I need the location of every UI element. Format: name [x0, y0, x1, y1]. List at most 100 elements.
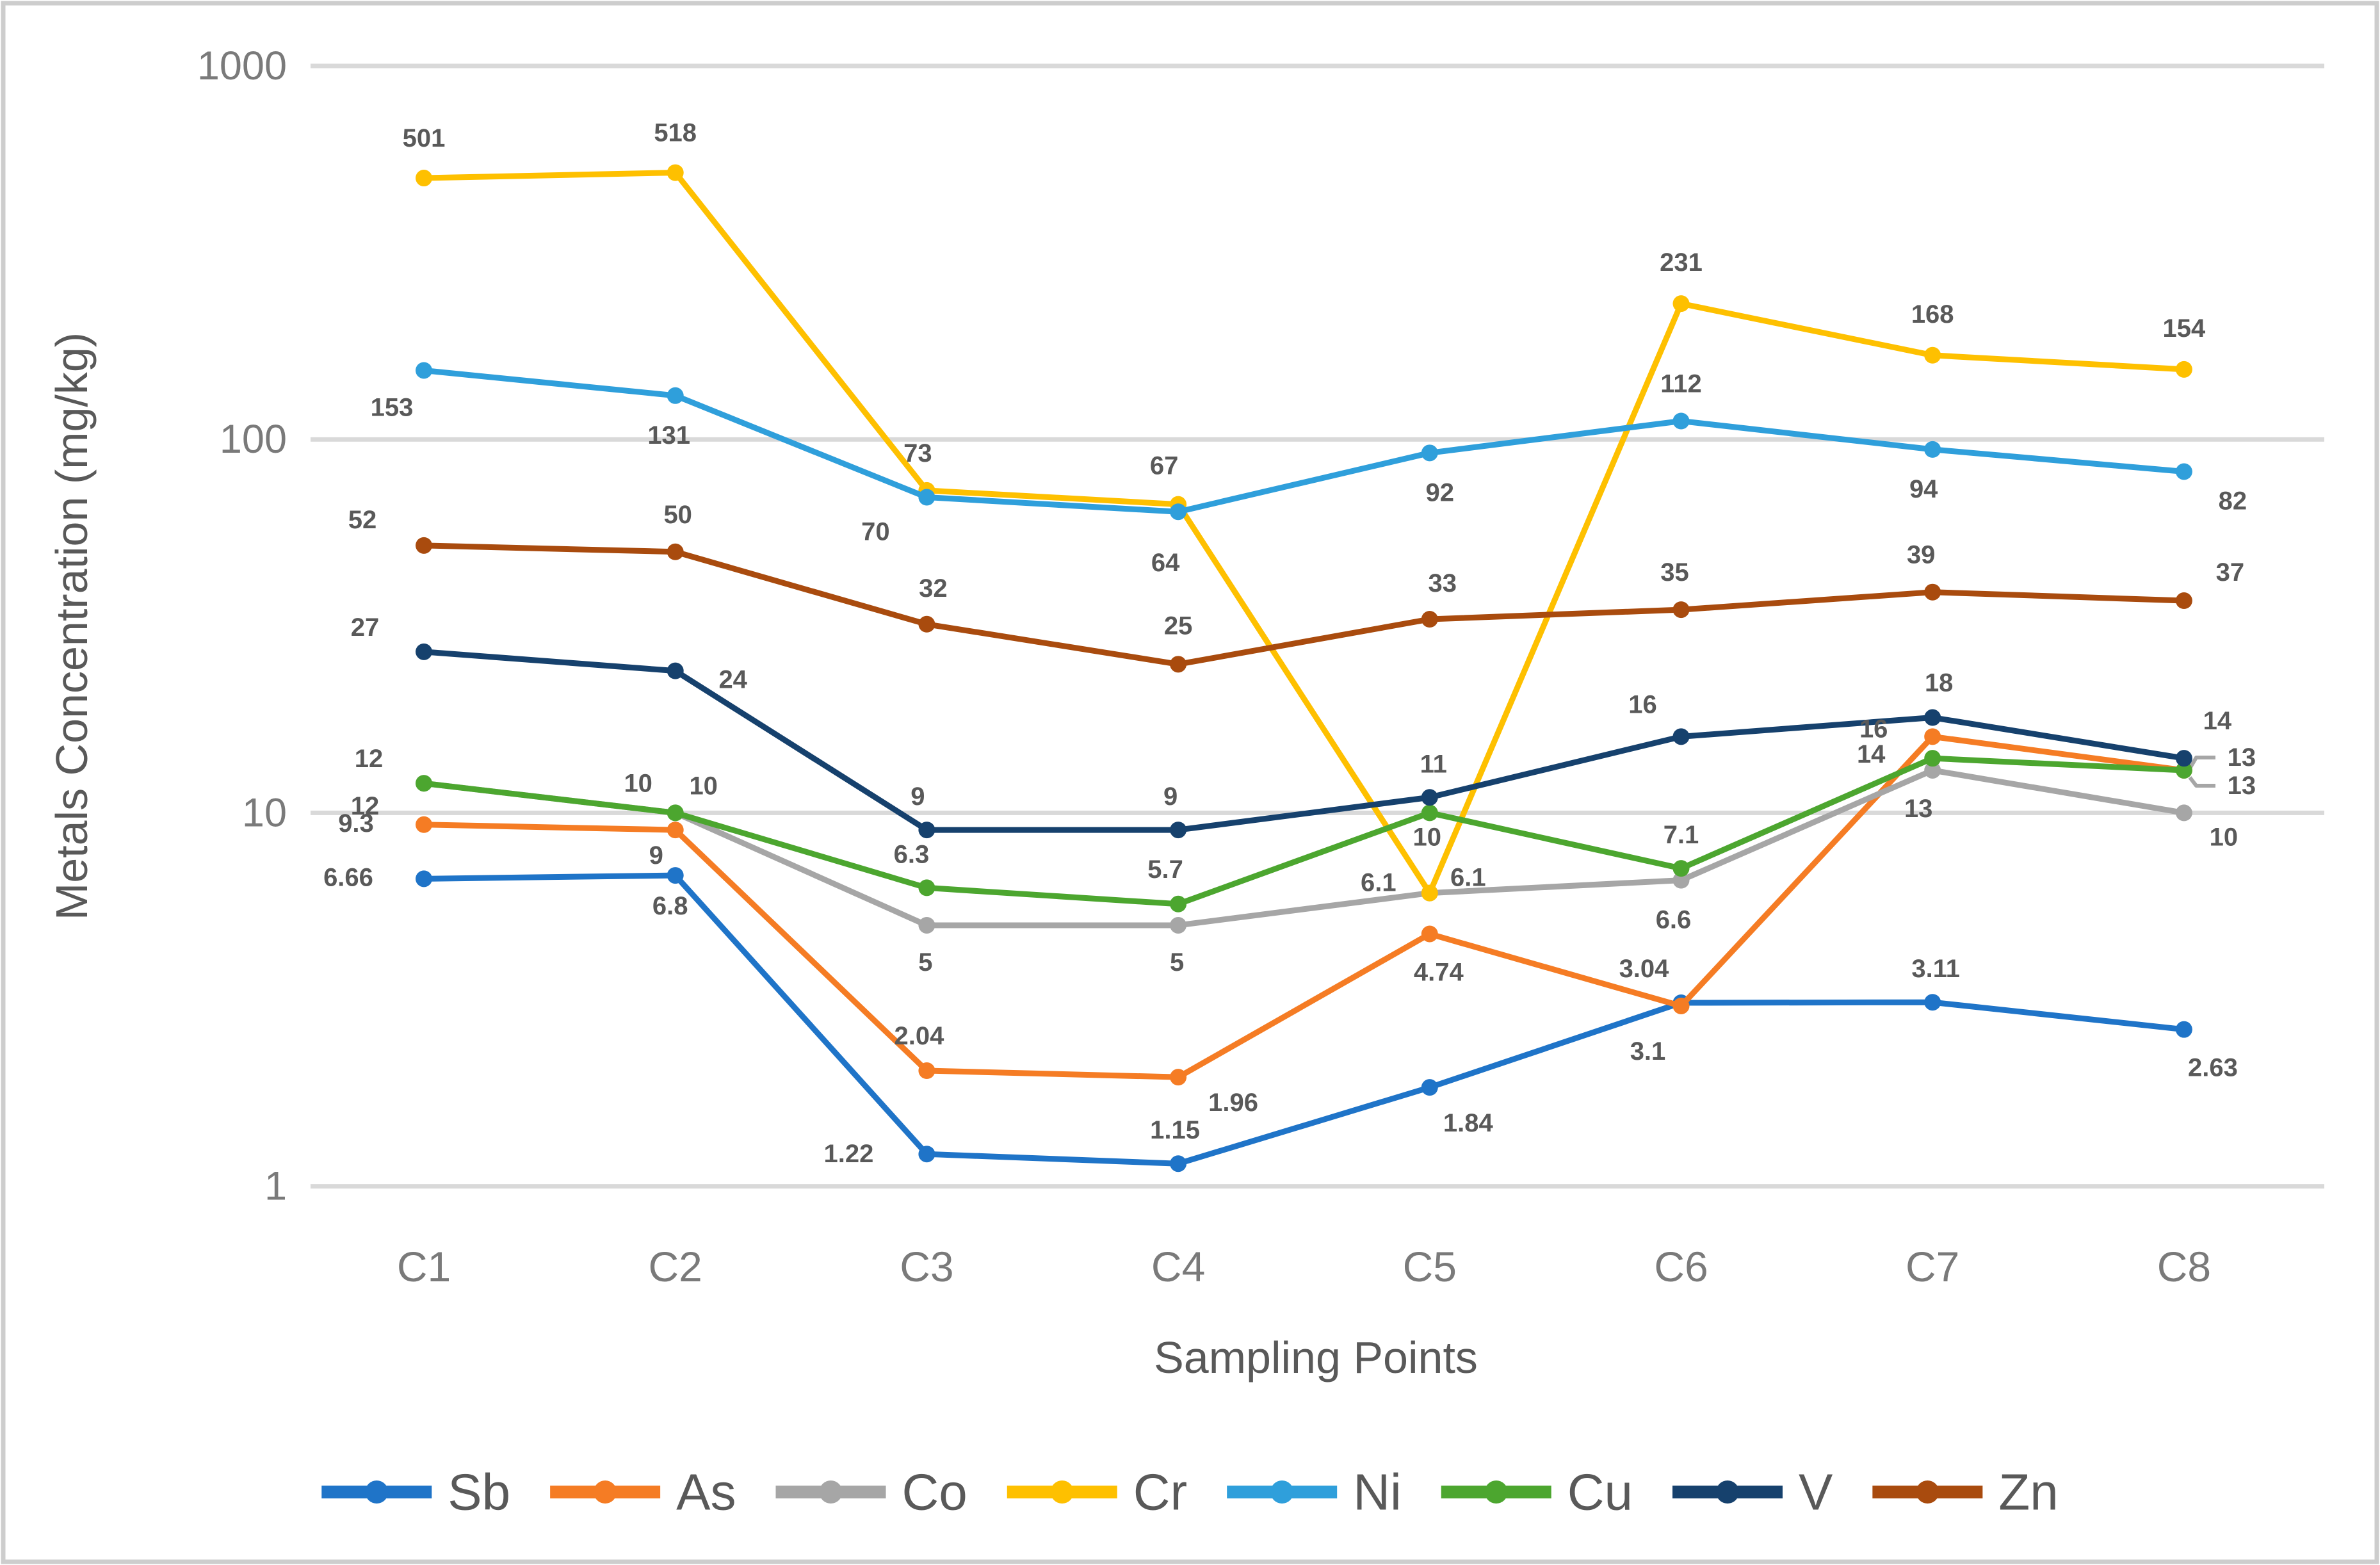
legend-item-Cr: Cr [1007, 1464, 1187, 1521]
legend-item-As: As [550, 1464, 736, 1521]
y-tick-label: 1 [264, 1164, 287, 1209]
callout-leader-line [2188, 776, 2215, 788]
data-point-Cr-C8 [2175, 361, 2192, 378]
data-point-Cu-C5 [1421, 804, 1438, 822]
legend-label: As [676, 1464, 736, 1521]
data-point-Sb-C8 [2175, 1021, 2192, 1038]
data-point-Cu-C2 [667, 804, 684, 822]
data-point-V-C1 [416, 643, 432, 660]
data-point-Cr-C7 [1924, 346, 1941, 364]
data-point-V-C3 [918, 822, 935, 839]
data-label-V-C8: 14 [2203, 707, 2232, 735]
y-tick-label: 100 [220, 417, 287, 462]
data-label-Co-C8: 10 [2210, 823, 2238, 851]
data-label-V-C5: 11 [1420, 750, 1447, 778]
data-label-Cr-C8: 154 [2163, 314, 2206, 343]
data-point-V-C4 [1170, 822, 1187, 839]
data-label-As-C7: 16 [1859, 715, 1888, 743]
legend-marker-dot [1484, 1480, 1508, 1504]
data-label-Cu-C4: 5.7 [1147, 855, 1183, 884]
data-label-Ni-C7: 94 [1909, 475, 1938, 503]
data-label-Sb-C6: 3.1 [1630, 1037, 1666, 1066]
data-label-Ni-C3: 70 [861, 518, 890, 546]
x-category-label: C6 [1654, 1243, 1708, 1290]
x-category-label: C1 [397, 1243, 451, 1290]
data-point-Co-C8 [2175, 804, 2192, 822]
data-label-Co-C2: 10 [689, 772, 718, 800]
x-category-labels: C1 C2 C3 C4 C5 C6 C7 C8 [397, 1243, 2211, 1290]
legend-label: Zn [1998, 1464, 2058, 1521]
legend-marker-dot [1050, 1480, 1074, 1504]
legend-marker-dot [594, 1480, 617, 1504]
data-point-Ni-C8 [2175, 463, 2192, 480]
data-point-Zn-C4 [1170, 656, 1187, 673]
gridlines [311, 63, 2324, 1189]
data-point-Zn-C1 [416, 537, 432, 554]
data-label-Cu-C7: 14 [1857, 740, 1886, 768]
legend-label: Ni [1353, 1464, 1402, 1521]
data-label-As-C5: 4.74 [1414, 958, 1464, 986]
callout-leader-line [2188, 756, 2215, 770]
legend-label: Cu [1567, 1464, 1633, 1521]
data-label-Zn-C2: 50 [663, 501, 692, 529]
data-label-Cr-C3: 73 [903, 439, 932, 467]
data-label-Ni-C6: 112 [1660, 369, 1702, 398]
data-label-Sb-C2: 6.8 [652, 892, 688, 920]
data-label-Co-C5: 6.1 [1361, 869, 1396, 897]
data-label-As-C1: 9.3 [338, 809, 374, 838]
data-point-Co-C7 [1924, 761, 1941, 779]
data-labels: 6.66 6.8 1.22 1.15 1.84 3.1 3.11 2.63 9.3 9 2.04 1.… [323, 119, 2256, 1169]
x-category-label: C5 [1403, 1243, 1457, 1290]
data-label-Sb-C5: 1.84 [1443, 1109, 1494, 1137]
data-point-V-C7 [1924, 709, 1941, 726]
data-point-V-C5 [1421, 789, 1438, 806]
data-point-Ni-C5 [1421, 444, 1438, 462]
data-label-Zn-C6: 35 [1660, 558, 1689, 587]
data-point-Sb-C5 [1421, 1079, 1438, 1096]
data-label-Co-C4: 5 [1170, 948, 1184, 977]
data-label-Zn-C3: 32 [919, 574, 948, 603]
data-point-As-C7 [1924, 728, 1941, 745]
legend-item-Zn: Zn [1872, 1464, 2059, 1521]
x-category-label: C8 [2157, 1243, 2211, 1290]
series-group [416, 164, 2192, 1172]
data-point-As-C5 [1421, 925, 1438, 943]
data-label-V-C2: 24 [718, 666, 747, 694]
data-label-Cr-C4: 67 [1150, 452, 1179, 480]
data-point-Cr-C1 [416, 170, 432, 187]
data-label-Sb-C7: 3.11 [1911, 955, 1960, 983]
data-label-Ni-C5: 92 [1426, 478, 1455, 507]
series-line-As [421, 733, 2187, 1080]
data-point-As-C2 [667, 822, 684, 839]
legend-marker-dot [1716, 1480, 1739, 1504]
data-label-Cu-C5: 10 [1413, 823, 1442, 851]
data-label-Co-C7: 13 [1904, 795, 1933, 823]
data-point-Zn-C8 [2175, 592, 2192, 610]
data-label-Sb-C1: 6.66 [323, 863, 373, 891]
data-point-Ni-C2 [667, 387, 684, 404]
data-label-Zn-C4: 25 [1164, 612, 1193, 640]
data-label-Sb-C4: 1.15 [1150, 1116, 1200, 1144]
series-line-Cr [421, 170, 2187, 896]
data-label-V-C6: 16 [1628, 690, 1657, 718]
data-label-Cu-C2: 10 [624, 769, 652, 797]
data-point-Cu-C7 [1924, 750, 1941, 767]
legend-marker-dot [1916, 1480, 1939, 1504]
data-label-Cu-C8: 13 [2228, 772, 2256, 800]
data-label-Zn-C7: 39 [1907, 541, 1936, 569]
series-line-Sb [421, 872, 2187, 1167]
data-point-Zn-C7 [1924, 583, 1941, 601]
series-line-V [421, 649, 2187, 833]
legend: Sb As Co Cr Ni Cu V Zn [321, 1464, 2059, 1521]
legend-label: Sb [448, 1464, 510, 1521]
data-label-V-C4: 9 [1163, 782, 1178, 811]
data-point-Zn-C5 [1421, 611, 1438, 628]
legend-item-Co: Co [775, 1464, 967, 1521]
data-label-Cr-C2: 518 [654, 119, 697, 147]
legend-marker-dot [819, 1480, 843, 1504]
data-label-Zn-C5: 33 [1429, 569, 1457, 597]
legend-label: V [1799, 1464, 1833, 1521]
data-point-Zn-C2 [667, 543, 684, 560]
